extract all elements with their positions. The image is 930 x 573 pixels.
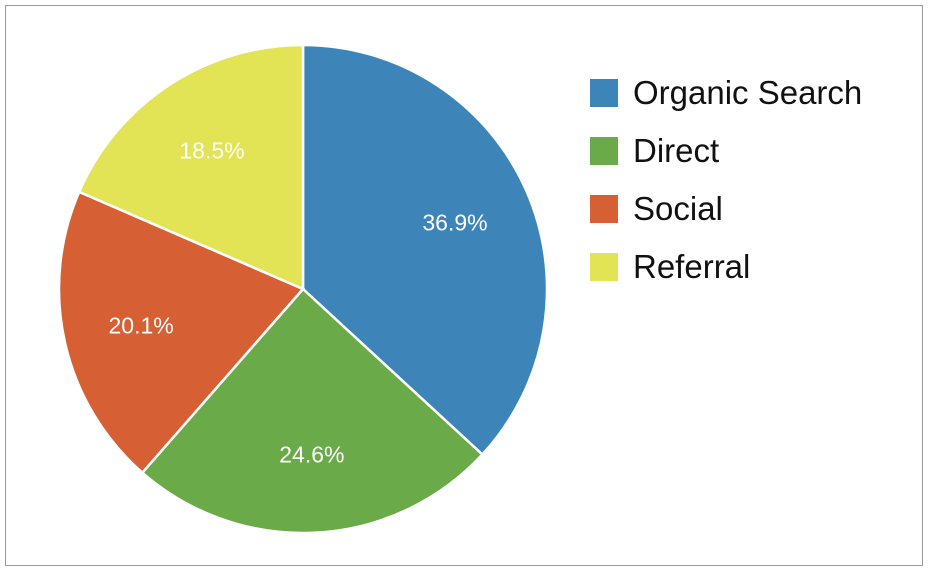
pie-slice-social <box>57 190 306 475</box>
data-label: 24.6% <box>279 442 344 468</box>
data-label: 36.9% <box>422 209 487 235</box>
legend: Organic Search Direct Social Referral <box>590 64 862 296</box>
legend-swatch <box>590 195 618 223</box>
pie-slice-organic-search <box>301 43 549 457</box>
legend-item-referral: Referral <box>590 238 862 296</box>
legend-swatch <box>590 79 618 107</box>
legend-label: Referral <box>633 248 751 285</box>
legend-item-direct: Direct <box>590 122 862 180</box>
legend-item-social: Social <box>590 180 862 238</box>
pie-slice-referral <box>77 43 305 291</box>
chart-frame <box>5 5 923 566</box>
legend-label: Social <box>633 190 723 227</box>
legend-swatch <box>590 137 618 165</box>
data-label: 20.1% <box>109 312 174 338</box>
data-label: 18.5% <box>179 137 244 163</box>
legend-swatch <box>590 253 618 281</box>
legend-item-organic-search: Organic Search <box>590 64 862 122</box>
legend-label: Direct <box>633 132 720 169</box>
pie-slice-direct <box>140 287 485 535</box>
legend-label: Organic Search <box>633 74 863 111</box>
